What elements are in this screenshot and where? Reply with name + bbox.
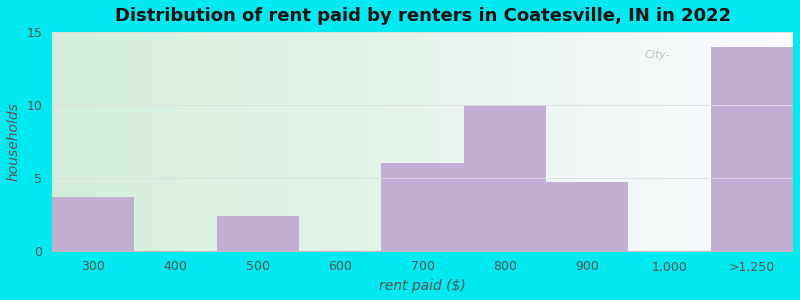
Y-axis label: households: households: [7, 102, 21, 181]
Bar: [52, 197, 134, 251]
Bar: [382, 163, 464, 251]
Title: Distribution of rent paid by renters in Coatesville, IN in 2022: Distribution of rent paid by renters in …: [114, 7, 730, 25]
Bar: [546, 182, 628, 251]
Bar: [464, 105, 546, 251]
Bar: [710, 46, 793, 251]
Bar: [217, 216, 299, 251]
Bar: [546, 182, 628, 251]
Text: City-: City-: [645, 50, 670, 60]
Bar: [710, 46, 793, 251]
X-axis label: rent paid ($): rent paid ($): [379, 279, 466, 293]
Bar: [382, 163, 464, 251]
Bar: [217, 216, 299, 251]
Bar: [464, 105, 546, 251]
Bar: [52, 197, 134, 251]
